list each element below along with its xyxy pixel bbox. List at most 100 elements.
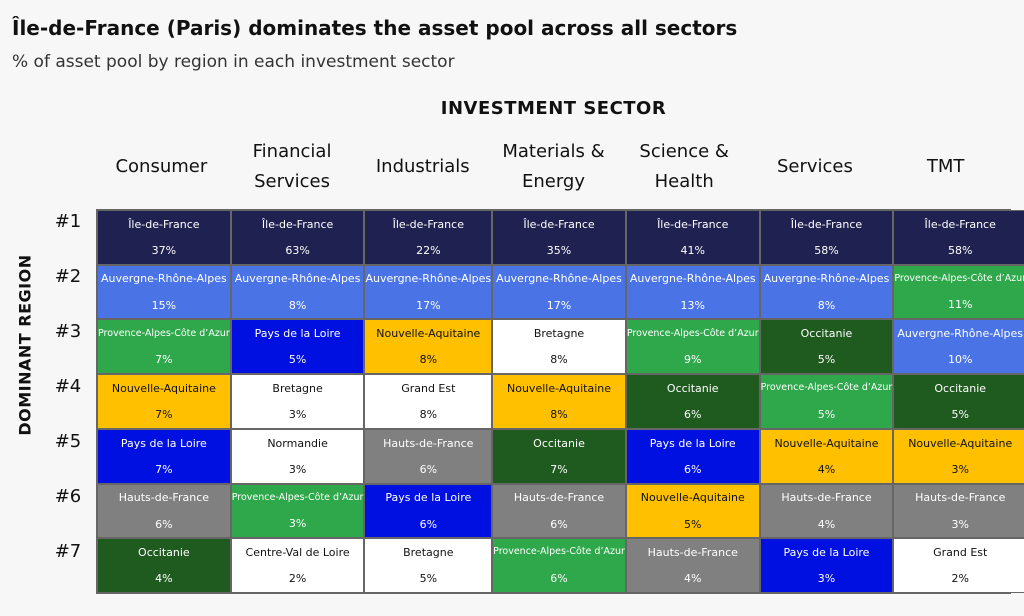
region-name: Île-de-France bbox=[790, 217, 863, 231]
rank-label: #4 bbox=[54, 376, 82, 397]
region-name: Provence-Alpes-Côte d’Azur bbox=[760, 382, 893, 394]
column-header: Materials & Energy bbox=[502, 141, 605, 192]
region-name: Provence-Alpes-Côte d’Azur bbox=[894, 272, 1024, 284]
region-share: 7% bbox=[155, 462, 173, 476]
column-header-cell: Consumer bbox=[96, 137, 227, 197]
column-header-cell: Services bbox=[750, 137, 881, 197]
region-share: 9% bbox=[684, 352, 702, 366]
rank-label: #3 bbox=[54, 321, 82, 342]
region-cell: Provence-Alpes-Côte d’Azur 5% bbox=[759, 374, 894, 429]
region-share: 7% bbox=[155, 408, 173, 422]
region-share: 3% bbox=[288, 408, 307, 422]
region-name: Hauts-de-France bbox=[513, 491, 605, 505]
region-name: Auvergne-Rhône-Alpes bbox=[101, 272, 227, 286]
region-cell: Pays de la Loire 6% bbox=[625, 428, 760, 484]
region-share: 4% bbox=[817, 517, 836, 531]
region-cell: Grand Est 8% bbox=[364, 374, 493, 429]
region-name: Hauts-de-France bbox=[781, 491, 872, 505]
region-share: 2% bbox=[951, 572, 969, 586]
rank-label: #1 bbox=[54, 211, 82, 232]
region-cell: Bretagne 3% bbox=[230, 374, 365, 429]
column-header: Services bbox=[776, 156, 853, 177]
region-name: Occitanie bbox=[800, 327, 853, 341]
region-share: 6% bbox=[155, 517, 173, 531]
region-share: 41% bbox=[680, 244, 705, 258]
region-cell: Nouvelle-Aquitaine 8% bbox=[364, 319, 493, 375]
region-name: Auvergne-Rhône-Alpes bbox=[629, 272, 756, 286]
region-cell: Nouvelle-Aquitaine 3% bbox=[893, 428, 1024, 484]
region-cell: Auvergne-Rhône-Alpes 8% bbox=[759, 264, 894, 320]
column-header: Consumer bbox=[115, 156, 208, 177]
region-name: Nouvelle-Aquitaine bbox=[111, 381, 216, 395]
region-share: 6% bbox=[419, 517, 438, 531]
region-name: Île-de-France bbox=[523, 217, 595, 231]
region-name: Nouvelle-Aquitaine bbox=[376, 327, 481, 341]
region-cell: Île-de-France 63% bbox=[230, 210, 365, 265]
region-name: Auvergne-Rhône-Alpes bbox=[365, 272, 492, 286]
region-cell: Provence-Alpes-Côte d’Azur 11% bbox=[893, 264, 1024, 320]
region-cell: Hauts-de-France 3% bbox=[893, 483, 1024, 539]
region-cell: Provence-Alpes-Côte d’Azur 7% bbox=[97, 319, 231, 375]
region-cell: Bretagne 5% bbox=[364, 538, 493, 593]
region-share: 8% bbox=[419, 353, 438, 367]
region-name: Île-de-France bbox=[261, 217, 334, 231]
region-name: Auvergne-Rhône-Alpes bbox=[496, 272, 622, 286]
region-name: Hauts-de-France bbox=[118, 491, 210, 505]
region-cell: Occitanie 4% bbox=[97, 538, 231, 593]
region-cell: Occitanie 5% bbox=[759, 319, 894, 375]
region-name: Île-de-France bbox=[392, 217, 464, 231]
region-name: Nouvelle-Aquitaine bbox=[507, 381, 612, 395]
region-share: 3% bbox=[288, 517, 307, 531]
rank-label: #5 bbox=[54, 431, 82, 452]
region-cell: Provence-Alpes-Côte d’Azur 9% bbox=[625, 319, 760, 375]
region-share: 4% bbox=[684, 572, 702, 586]
region-cell: Île-de-France 58% bbox=[893, 210, 1024, 265]
region-share: 13% bbox=[680, 298, 705, 312]
region-cell: Hauts-de-France 4% bbox=[625, 538, 760, 593]
region-share: 5% bbox=[684, 517, 702, 531]
region-share: 5% bbox=[817, 353, 836, 367]
region-name: Hauts-de-France bbox=[383, 436, 474, 450]
region-share: 10% bbox=[947, 353, 973, 367]
region-share: 3% bbox=[817, 572, 836, 586]
region-cell: Nouvelle-Aquitaine 7% bbox=[97, 374, 231, 429]
region-share: 8% bbox=[419, 408, 438, 422]
column-header-cell: Financial Services bbox=[227, 137, 358, 197]
region-share: 6% bbox=[684, 408, 702, 422]
region-share: 37% bbox=[151, 244, 177, 258]
region-share: 3% bbox=[288, 462, 307, 476]
region-cell: Bretagne 8% bbox=[492, 319, 626, 375]
region-name: Grand Est bbox=[933, 545, 988, 559]
region-share: 8% bbox=[550, 353, 568, 367]
column-heading: INVESTMENT SECTOR bbox=[440, 98, 667, 119]
region-share: 17% bbox=[416, 298, 441, 312]
region-name: Auvergne-Rhône-Alpes bbox=[763, 272, 890, 286]
region-share: 7% bbox=[155, 352, 173, 366]
region-name: Île-de-France bbox=[924, 217, 996, 231]
region-name: Auvergne-Rhône-Alpes bbox=[897, 327, 1024, 341]
region-share: 5% bbox=[288, 353, 307, 367]
region-share: 22% bbox=[416, 244, 441, 258]
region-cell: Nouvelle-Aquitaine 5% bbox=[625, 483, 760, 539]
region-name: Bretagne bbox=[272, 381, 323, 395]
region-cell: Occitanie 5% bbox=[893, 374, 1024, 429]
rank-label: #6 bbox=[54, 486, 82, 507]
region-cell: Île-de-France 22% bbox=[364, 210, 493, 265]
region-share: 3% bbox=[951, 517, 969, 531]
region-share: 11% bbox=[947, 298, 973, 312]
region-cell: Pays de la Loire 7% bbox=[97, 428, 231, 484]
region-cell: Provence-Alpes-Côte d’Azur 6% bbox=[492, 538, 626, 593]
column-header: TMT bbox=[926, 156, 965, 177]
column-header: Financial Services bbox=[252, 141, 332, 192]
region-share: 63% bbox=[285, 244, 310, 258]
region-name: Pays de la Loire bbox=[649, 436, 736, 450]
region-name: Pays de la Loire bbox=[385, 491, 472, 505]
region-grid: Île-de-France 37% Île-de-France 63% Île-de-F… bbox=[96, 209, 1024, 594]
region-cell: Île-de-France 41% bbox=[625, 210, 760, 265]
region-cell: Pays de la Loire 3% bbox=[759, 538, 894, 593]
region-name: Île-de-France bbox=[657, 217, 729, 231]
region-cell: Pays de la Loire 5% bbox=[230, 319, 365, 375]
region-share: 17% bbox=[546, 298, 572, 312]
region-cell: Provence-Alpes-Côte d’Azur 3% bbox=[230, 483, 365, 539]
